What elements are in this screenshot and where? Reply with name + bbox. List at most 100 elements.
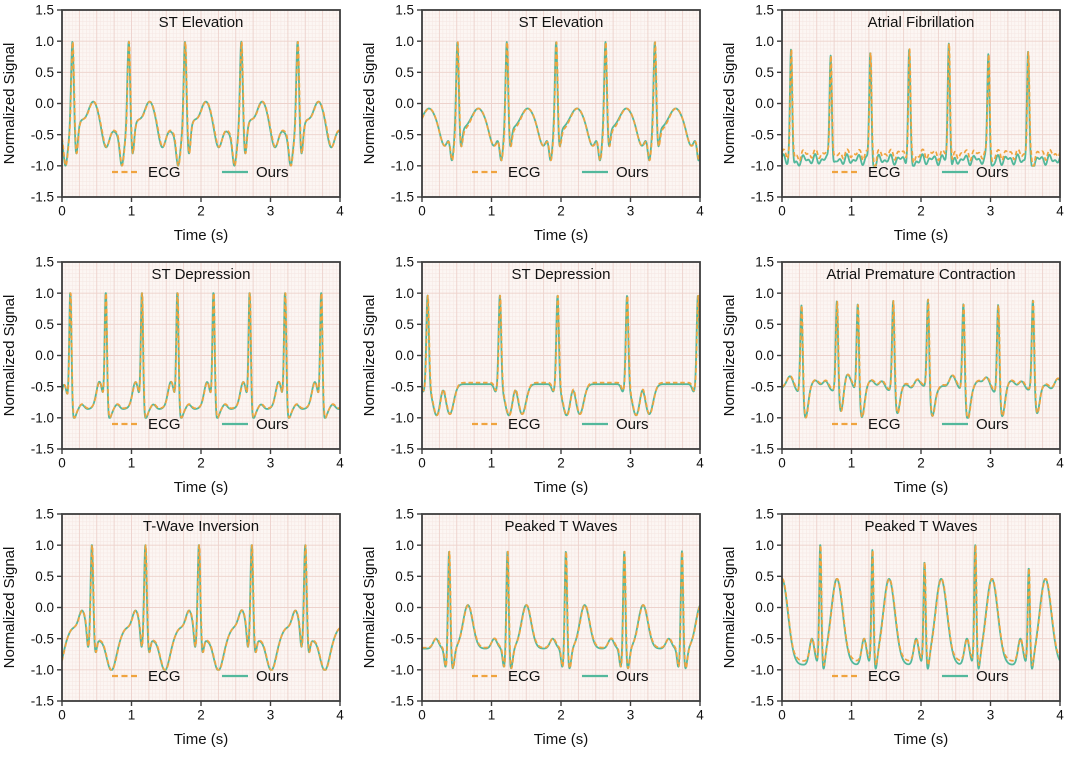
x-tick-label: 0 (58, 708, 66, 723)
y-tick-label: 1.5 (755, 3, 774, 18)
x-tick-label: 2 (917, 204, 925, 219)
x-tick-label: 3 (627, 708, 635, 723)
plot-title: Peaked T Waves (504, 518, 617, 535)
ecg-series-line (62, 544, 340, 671)
y-tick-label: -1.0 (751, 158, 774, 173)
ecg-series-line (62, 40, 340, 167)
y-tick-label: 1.0 (35, 286, 54, 301)
x-tick-label: 1 (488, 708, 496, 723)
y-tick-label: 1.0 (35, 34, 54, 49)
y-tick-label: 0.5 (395, 317, 414, 332)
subplot-peaked-t-waves-1: 0 1 2 3 4 1.5 1.0 0.5 0.0 -0.5 -1.0 -1.5 Peaked T Wa… (361, 507, 704, 748)
ours-series-line (782, 42, 1060, 167)
ecg-series-line (782, 42, 1060, 167)
x-tick-label: 0 (778, 204, 786, 219)
y-tick-label: -0.5 (391, 379, 414, 394)
subplot-t-wave-inversion: 0 1 2 3 4 1.5 1.0 0.5 0.0 -0.5 -1.0 -1.5 T-Wave Inve… (1, 507, 344, 748)
subplot-atrial-premature-contraction: 0 1 2 3 4 1.5 1.0 0.5 0.0 -0.5 -1.0 -1.5 Atrial Prem… (721, 255, 1064, 496)
y-tick-label: -1.5 (391, 694, 414, 709)
y-axis-label: Normalized Signal (1, 547, 18, 669)
x-tick-label: 2 (557, 708, 565, 723)
ecg-series-line (782, 544, 1060, 667)
x-tick-label: 0 (58, 456, 66, 471)
y-tick-label: -0.5 (31, 127, 54, 142)
legend-ecg-label: ECG (508, 416, 541, 433)
legend-ours-label: Ours (256, 164, 289, 181)
y-tick-label: 1.0 (755, 538, 774, 553)
ours-series-line (422, 294, 700, 417)
y-tick-label: 0.5 (755, 569, 774, 584)
legend-ours-label: Ours (256, 416, 289, 433)
y-axis-label: Normalized Signal (361, 295, 378, 417)
y-tick-label: 0.0 (395, 96, 414, 111)
x-tick-label: 1 (128, 708, 136, 723)
y-tick-label: -0.5 (31, 379, 54, 394)
x-tick-label: 4 (696, 708, 704, 723)
x-tick-label: 1 (848, 204, 856, 219)
x-tick-label: 0 (418, 204, 426, 219)
y-tick-label: -1.0 (391, 662, 414, 677)
grid-major (422, 262, 700, 449)
ecg-series-line (62, 292, 340, 419)
y-tick-label: 1.0 (35, 538, 54, 553)
y-tick-label: 1.5 (755, 507, 774, 522)
x-axis-label: Time (s) (174, 479, 228, 496)
grid-major (782, 262, 1060, 449)
ecg-series-line (422, 294, 700, 417)
x-axis-label: Time (s) (174, 731, 228, 748)
x-tick-label: 0 (778, 456, 786, 471)
y-tick-label: -1.0 (751, 410, 774, 425)
y-tick-label: 0.5 (755, 317, 774, 332)
legend-ours-label: Ours (616, 416, 649, 433)
y-tick-label: 1.5 (35, 3, 54, 18)
x-tick-label: 3 (987, 456, 995, 471)
x-tick-label: 3 (267, 456, 275, 471)
y-tick-label: 1.5 (395, 3, 414, 18)
legend-ours-label: Ours (616, 164, 649, 181)
y-tick-label: -1.5 (31, 442, 54, 457)
y-axis-label: Normalized Signal (1, 295, 18, 417)
y-tick-label: 1.0 (755, 286, 774, 301)
y-tick-label: 0.5 (755, 65, 774, 80)
y-tick-label: 0.5 (35, 317, 54, 332)
y-tick-label: -0.5 (751, 379, 774, 394)
y-axis-label: Normalized Signal (721, 295, 738, 417)
x-tick-label: 4 (696, 204, 704, 219)
x-tick-label: 3 (267, 708, 275, 723)
legend-ours-label: Ours (616, 668, 649, 685)
y-tick-label: 1.5 (755, 255, 774, 270)
x-tick-label: 3 (627, 204, 635, 219)
legend-ecg-label: ECG (148, 668, 181, 685)
x-axis-label: Time (s) (534, 479, 588, 496)
y-tick-label: 1.0 (395, 34, 414, 49)
x-tick-label: 1 (128, 204, 136, 219)
y-tick-label: 1.5 (395, 507, 414, 522)
x-tick-label: 1 (488, 456, 496, 471)
y-tick-label: -0.5 (391, 127, 414, 142)
x-tick-label: 0 (58, 204, 66, 219)
x-tick-label: 3 (987, 204, 995, 219)
x-tick-label: 4 (1056, 456, 1064, 471)
x-axis-label: Time (s) (894, 731, 948, 748)
y-axis-label: Normalized Signal (721, 43, 738, 165)
y-tick-label: 1.5 (395, 255, 414, 270)
y-tick-label: 1.0 (395, 286, 414, 301)
x-axis-label: Time (s) (894, 479, 948, 496)
y-tick-label: 0.5 (35, 569, 54, 584)
plot-title: ST Elevation (519, 14, 604, 31)
plot-title: ST Depression (152, 266, 251, 283)
x-tick-label: 2 (917, 708, 925, 723)
subplot-st-elevation-1: 0 1 2 3 4 1.5 1.0 0.5 0.0 -0.5 -1.0 -1.5 ST Elevatio… (1, 3, 344, 244)
x-tick-label: 1 (128, 456, 136, 471)
plot-title: Peaked T Waves (864, 518, 977, 535)
x-tick-label: 1 (848, 708, 856, 723)
legend-ours-label: Ours (976, 668, 1009, 685)
y-tick-label: -0.5 (751, 631, 774, 646)
subplot-peaked-t-waves-2: 0 1 2 3 4 1.5 1.0 0.5 0.0 -0.5 -1.0 -1.5 Peaked T Wa… (721, 507, 1064, 748)
y-tick-label: 1.0 (395, 538, 414, 553)
y-tick-label: -1.0 (751, 662, 774, 677)
y-tick-label: 0.0 (755, 348, 774, 363)
legend-ecg-label: ECG (868, 416, 901, 433)
y-tick-label: 0.5 (395, 65, 414, 80)
legend-ecg-label: ECG (508, 164, 541, 181)
